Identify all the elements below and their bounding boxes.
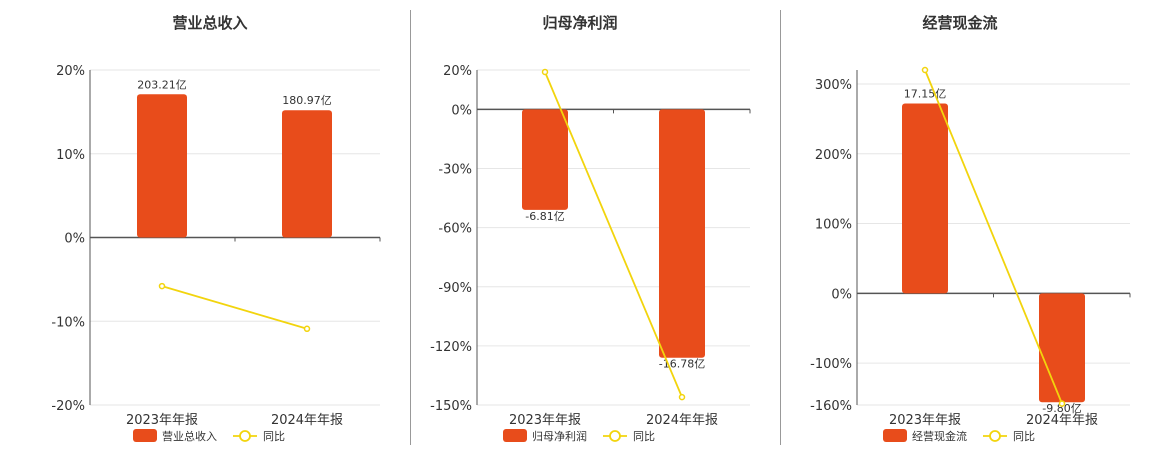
bar-value-label: 17.15亿 [904,88,947,101]
yoy-line [544,71,683,398]
chart-title: 归母净利润 [542,14,617,32]
yoy-point [158,282,166,290]
y-tick-label: 0% [451,103,472,118]
legend-bar-label: 归母净利润 [532,429,587,443]
y-tick-label: 0% [831,287,852,302]
y-tick-label: -10% [51,315,85,330]
y-tick-label: -20% [51,399,85,414]
x-tick-label: 2024年年报 [271,413,343,428]
legend-bar-swatch [883,429,907,442]
chart-panel-2: 归母净利润20%0%-30%-60%-90%-120%-150%-6.81亿-1… [430,14,751,443]
y-tick-label: -160% [810,399,852,414]
legend: 营业总收入 同比 [133,429,285,443]
y-tick-label: 0% [64,232,85,247]
legend-bar-label: 营业总收入 [162,429,217,443]
y-tick-label: 20% [443,64,472,79]
bar [282,110,332,238]
bar-value-label: 203.21亿 [137,78,187,91]
y-tick-label: 100% [815,218,852,233]
y-tick-label: 20% [56,64,85,79]
y-tick-label: 10% [56,148,85,163]
legend-line-label: 同比 [263,430,285,443]
yoy-point [1058,400,1066,407]
x-tick-label: 2024年年报 [646,413,718,428]
bar [1039,293,1085,403]
y-tick-label: -60% [438,222,472,237]
chart-title: 营业总收入 [172,14,247,32]
y-tick-label: -100% [810,357,852,372]
x-tick-label: 2023年年报 [509,413,581,428]
yoy-line [924,69,1063,404]
yoy-point [921,66,929,74]
x-tick-label: 2024年年报 [1026,413,1098,428]
bar-value-label: 180.97亿 [282,94,332,107]
legend-line-marker [609,430,621,442]
y-tick-label: -120% [430,340,472,355]
chart-panel-3: 经营现金流 300% 200% 100% 0% -100% -160% 17.15亿 -9.80… [810,14,1131,443]
legend-line-label: 同比 [1013,430,1035,443]
legend-bar-swatch [503,429,527,442]
yoy-point [303,325,311,333]
y-tick-label: 200% [815,148,852,163]
bar [659,109,705,358]
legend-line-marker [239,430,251,442]
chart-title: 经营现金流 [922,14,997,32]
chart-panel-1: 营业总收入 20% 10% 0% -10% -20% 203.21亿 180.97亿 2023年… [51,14,381,443]
y-tick-label: -30% [438,163,472,178]
x-tick-label: 2023年年报 [889,413,961,428]
legend: 归母净利润 同比 [503,429,655,443]
yoy-line [161,285,308,330]
legend-bar-label: 经营现金流 [912,429,967,443]
y-tick-label: -150% [430,399,472,414]
x-tick-label: 2023年年报 [126,413,198,428]
y-tick-label: 300% [815,78,852,93]
legend: 经营现金流 同比 [883,429,1035,443]
y-tick-label: -90% [438,281,472,296]
bar-value-label: -9.80亿 [1042,402,1081,415]
legend-line-label: 同比 [633,430,655,443]
legend-bar-swatch [133,429,157,442]
bar [522,109,568,210]
legend-line-marker [989,430,1001,442]
bar [137,94,187,238]
yoy-point [541,68,549,76]
yoy-point [678,393,686,401]
bar [902,103,948,294]
bar-value-label: -6.81亿 [525,210,564,223]
